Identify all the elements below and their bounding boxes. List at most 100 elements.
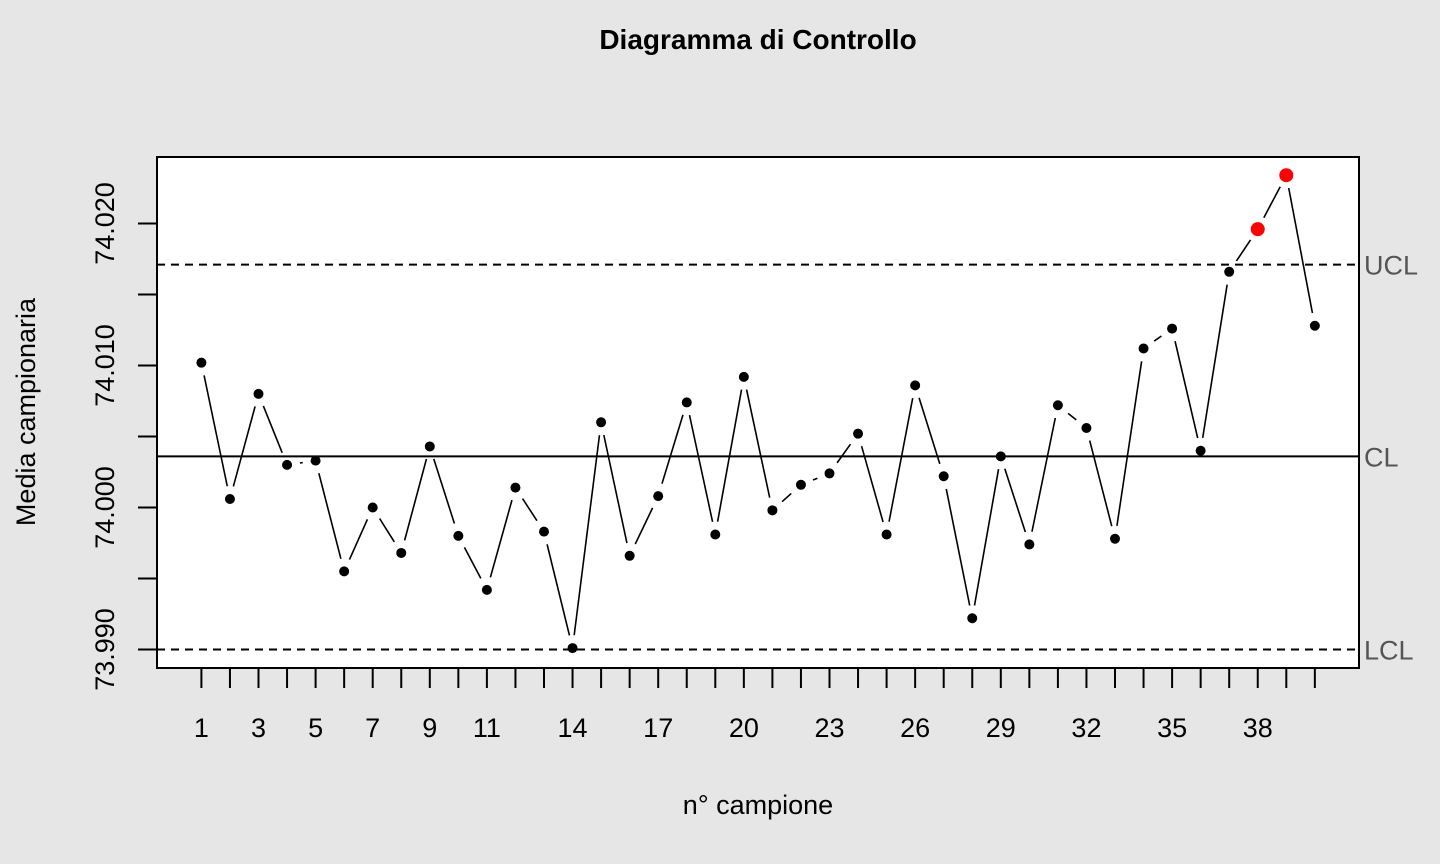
series-segment [1263, 186, 1281, 219]
data-point [367, 502, 378, 513]
data-point [339, 566, 350, 577]
series-segment [203, 375, 229, 487]
data-point [1224, 266, 1235, 277]
y-axis-label: Media campionaria [11, 297, 41, 526]
series-segment [403, 458, 428, 541]
data-point [1110, 533, 1120, 544]
series-segment [378, 518, 396, 543]
x-axis: 1 3 5 7 9 11 14 17 20 23 26 29 32 35 38 [194, 667, 1316, 743]
x-tick-label: 26 [900, 713, 930, 743]
x-tick-label: 38 [1243, 713, 1273, 743]
x-axis-label: n° campione [683, 790, 833, 820]
x-tick-label: 17 [643, 713, 673, 743]
data-point [624, 550, 635, 561]
data-point [967, 613, 978, 624]
series-segment [836, 443, 852, 464]
x-tick-label: 1 [194, 713, 209, 743]
series-segment [463, 547, 482, 579]
series-segment [546, 544, 571, 636]
plot-area [157, 157, 1359, 668]
x-tick-label: 7 [365, 713, 380, 743]
data-point [767, 505, 778, 516]
data-point [653, 491, 664, 502]
series-segment [781, 492, 792, 503]
data-point [795, 479, 806, 490]
series-segment [262, 405, 283, 454]
data-point [596, 417, 607, 428]
data-point [510, 482, 521, 493]
x-tick-label: 11 [473, 713, 501, 743]
chart-title: Diagramma di Controllo [599, 24, 916, 55]
data-point [853, 428, 864, 439]
series-segment [745, 389, 771, 498]
data-point [1024, 539, 1035, 550]
ref-label-lcl: LCL [1364, 636, 1414, 666]
series-segment [945, 488, 971, 606]
data-point [539, 526, 549, 537]
data-point [995, 451, 1006, 462]
x-tick-label: 23 [814, 713, 844, 743]
series-segment [521, 498, 538, 522]
y-axis: 73.990 74.000 74.010 74.020 [90, 182, 157, 691]
y-tick-label: 74.010 [90, 324, 120, 407]
series-segment [603, 434, 628, 544]
data-point [938, 471, 949, 482]
data-point [567, 643, 578, 654]
series-segment [348, 519, 369, 560]
series-segment [1153, 335, 1162, 342]
series-segment [812, 477, 818, 481]
data-point [681, 397, 692, 408]
data-point [453, 530, 464, 541]
series-segment [716, 389, 743, 522]
ref-label-cl: CL [1364, 442, 1399, 472]
data-point [881, 529, 892, 540]
x-tick-label: 35 [1157, 713, 1187, 743]
series-segment [888, 397, 914, 522]
data-point [253, 388, 264, 399]
data-point [710, 529, 721, 540]
series-segment [489, 499, 513, 578]
data-point-out-of-control [1250, 222, 1265, 237]
series-segment [1235, 239, 1252, 262]
series-segment [432, 458, 456, 524]
x-tick-label: 29 [986, 713, 1016, 743]
data-point [1081, 422, 1092, 433]
data-point [824, 468, 835, 479]
series-segment [573, 435, 601, 636]
series-segment [688, 414, 714, 522]
series-segment [1067, 412, 1077, 421]
y-tick-label: 73.990 [90, 608, 120, 691]
series-segment [1031, 417, 1057, 532]
data-point [1309, 320, 1320, 331]
data-point [196, 357, 207, 368]
x-tick-label: 14 [558, 713, 588, 743]
series-segment [1004, 468, 1027, 533]
series-segment [860, 445, 884, 523]
series-segment [634, 507, 654, 545]
data-point [310, 455, 321, 466]
data-point-out-of-control [1279, 168, 1294, 183]
x-tick-label: 20 [729, 713, 759, 743]
series-segment [318, 473, 342, 560]
data-point [738, 371, 749, 382]
data-point [224, 493, 235, 504]
data-point [424, 441, 435, 452]
ref-label-ucl: UCL [1364, 251, 1418, 281]
data-point [396, 547, 407, 558]
y-tick-label: 74.000 [90, 466, 120, 549]
data-point [910, 380, 921, 391]
series-line-segments [203, 186, 1314, 636]
data-point [1138, 343, 1149, 354]
x-tick-label: 5 [308, 713, 323, 743]
x-tick-label: 32 [1071, 713, 1101, 743]
x-tick-label: 9 [422, 713, 437, 743]
series-segment [661, 414, 684, 484]
data-point [1195, 445, 1206, 456]
series-segment [918, 397, 941, 465]
series-segment [1287, 187, 1314, 314]
x-tick-label: 3 [251, 713, 266, 743]
data-point [282, 459, 293, 470]
series-segment [973, 469, 1000, 606]
series-segment [1088, 440, 1113, 527]
